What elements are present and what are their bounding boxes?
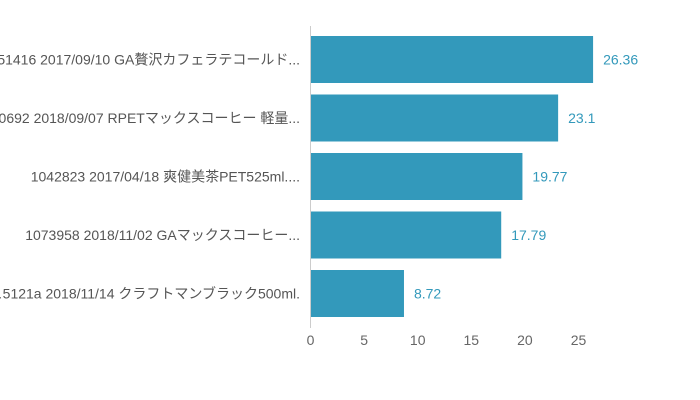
- value-labels: 26.36 23.1 19.77 17.79 8.72: [414, 52, 638, 302]
- value-label-2: 23.1: [568, 110, 595, 126]
- bar-5: [310, 270, 404, 317]
- category-labels: …51416 2017/09/10 GA贅沢カフェラテコールド... …0692 …: [0, 52, 300, 302]
- bar-1: [310, 36, 594, 83]
- x-axis-ticks: 0 5 10 15 20 25: [307, 332, 587, 348]
- bar-4: [310, 211, 502, 259]
- value-label-3: 19.77: [532, 169, 567, 185]
- value-label-1: 26.36: [603, 52, 638, 68]
- category-label-1: …51416 2017/09/10 GA贅沢カフェラテコールド...: [0, 52, 300, 68]
- x-tick-label-5: 5: [360, 332, 368, 348]
- bar-3: [310, 153, 523, 200]
- x-tick-label-10: 10: [410, 332, 426, 348]
- x-tick-label-20: 20: [517, 332, 533, 348]
- x-tick-label-25: 25: [571, 332, 587, 348]
- category-label-2: …0692 2018/09/07 RPETマックスコーヒー 軽量...: [0, 110, 300, 126]
- x-tick-label-15: 15: [464, 332, 480, 348]
- category-label-5: …5121a 2018/11/14 クラフトマンブラック500ml.: [0, 286, 300, 302]
- bar-2: [310, 94, 559, 142]
- category-label-3: 1042823 2017/04/18 爽健美茶PET525ml....: [31, 169, 300, 185]
- bars-layer: [310, 36, 594, 317]
- value-label-4: 17.79: [511, 227, 546, 243]
- x-tick-label-0: 0: [307, 332, 315, 348]
- category-label-4: 1073958 2018/11/02 GAマックスコーヒー...: [25, 227, 300, 243]
- value-label-5: 8.72: [414, 286, 441, 302]
